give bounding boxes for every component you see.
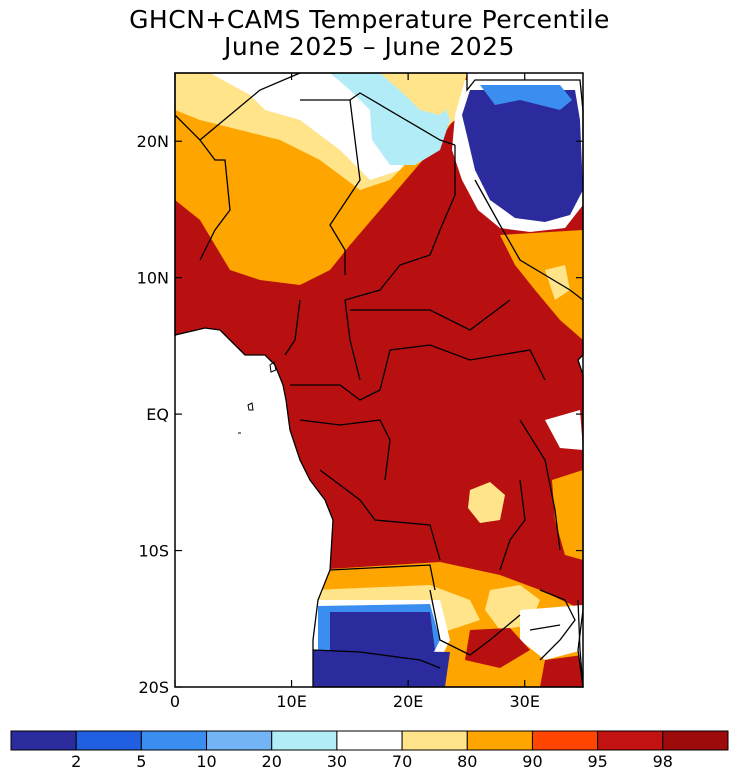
legend-swatch	[466, 730, 533, 751]
legend-label: 2	[71, 752, 81, 771]
lat-tick-label: 10N	[137, 269, 169, 288]
legend-swatch	[271, 730, 338, 751]
lon-axis: 0 10E 20E 30E	[170, 73, 540, 711]
legend-swatch	[206, 730, 273, 751]
lat-tick-label: 10S	[138, 542, 169, 561]
lat-axis: 20N 10N EQ 10S 20S	[137, 132, 583, 697]
lat-tick-label: 20S	[138, 678, 169, 697]
lon-tick-label: 10E	[276, 692, 306, 711]
legend-swatch	[531, 730, 599, 751]
legend-swatch	[140, 730, 208, 751]
legend-label: 95	[587, 752, 607, 771]
map-title-line1: GHCN+CAMS Temperature Percentile	[129, 5, 610, 34]
legend-label: 70	[392, 752, 412, 771]
color-legend: 2 5 10 20 30 70 80 90 95 98	[10, 730, 729, 771]
lon-tick-label: 20E	[393, 692, 423, 711]
legend-label: 10	[196, 752, 216, 771]
legend-swatch	[662, 730, 729, 751]
lat-tick-label: EQ	[146, 405, 169, 424]
legend-label: 90	[522, 752, 542, 771]
legend-label: 80	[457, 752, 477, 771]
country-borders	[174, 72, 584, 688]
map-frame	[174, 72, 584, 688]
legend-swatch	[597, 730, 664, 751]
legend-swatch	[75, 730, 142, 751]
coastal-islands	[238, 361, 277, 434]
legend-label: 5	[136, 752, 146, 771]
legend-label: 30	[327, 752, 347, 771]
lat-tick-label: 20N	[137, 132, 169, 151]
legend-label: 98	[653, 752, 673, 771]
map-title-line2: June 2025 – June 2025	[224, 32, 515, 61]
legend-label: 20	[262, 752, 282, 771]
legend-swatch	[10, 730, 77, 751]
lon-tick-label: 30E	[509, 692, 539, 711]
legend-swatch	[336, 730, 403, 751]
lon-tick-label: 0	[170, 692, 180, 711]
legend-swatch	[401, 730, 468, 751]
